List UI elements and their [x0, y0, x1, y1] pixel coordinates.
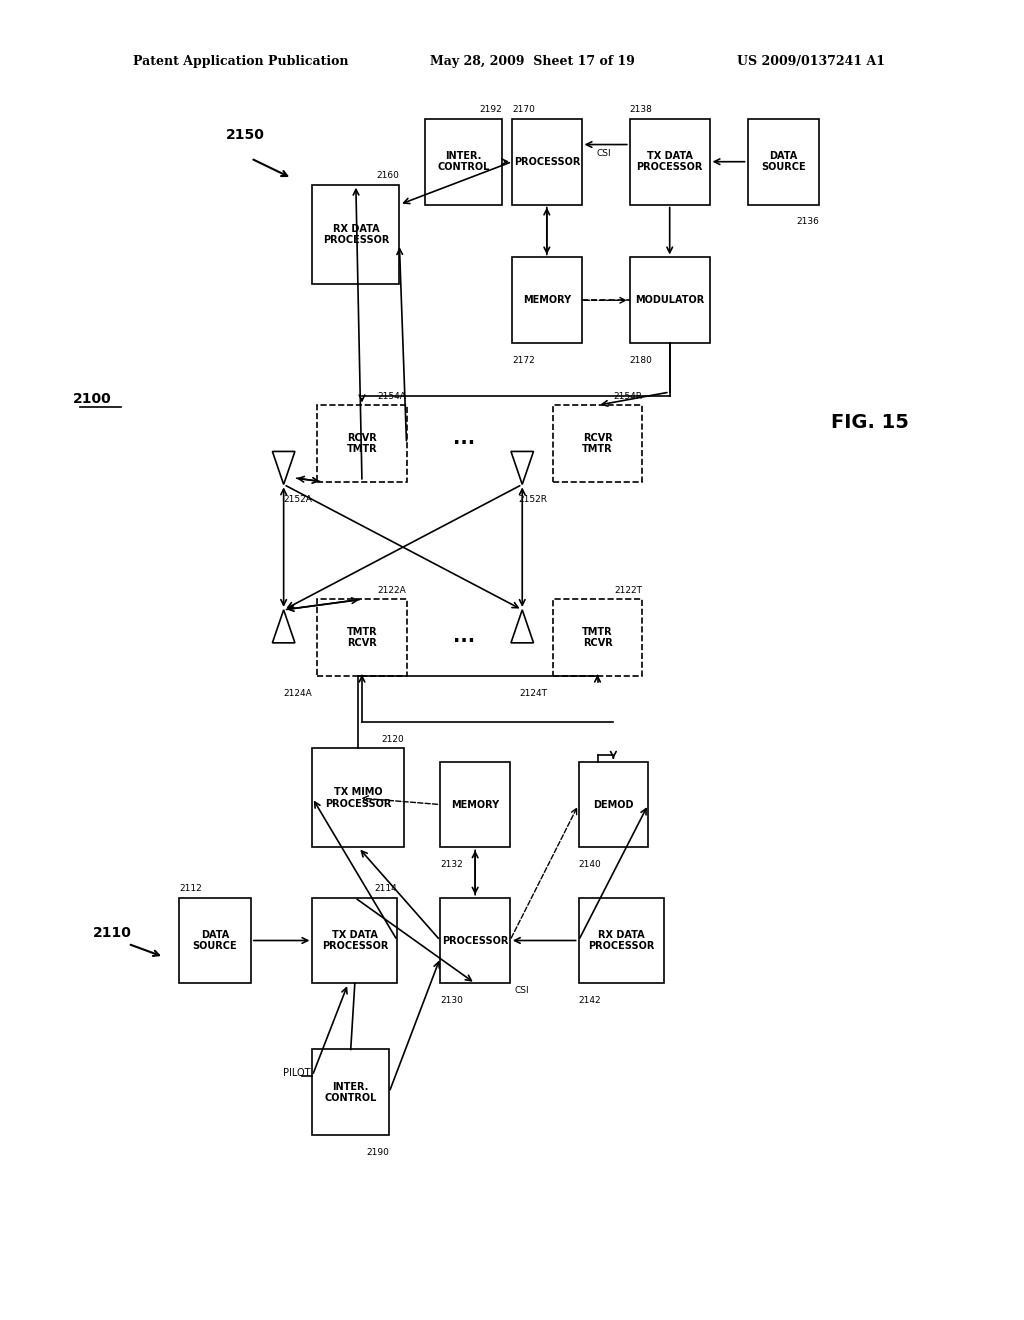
FancyBboxPatch shape [748, 119, 819, 205]
Text: 2152A: 2152A [284, 495, 312, 504]
Text: 2124A: 2124A [284, 689, 312, 698]
FancyBboxPatch shape [630, 257, 710, 343]
FancyBboxPatch shape [317, 599, 407, 676]
Text: TX MIMO
PROCESSOR: TX MIMO PROCESSOR [326, 787, 391, 809]
Text: 2112: 2112 [179, 884, 202, 894]
Text: TMTR
RCVR: TMTR RCVR [347, 627, 377, 648]
Text: TMTR
RCVR: TMTR RCVR [583, 627, 612, 648]
Polygon shape [272, 451, 295, 484]
FancyBboxPatch shape [312, 748, 404, 847]
Polygon shape [272, 610, 295, 643]
Text: 2154A: 2154A [378, 392, 407, 401]
Text: DATA
SOURCE: DATA SOURCE [193, 929, 238, 952]
Text: 2172: 2172 [512, 356, 535, 366]
Text: PROCESSOR: PROCESSOR [442, 936, 508, 945]
Text: RCVR
TMTR: RCVR TMTR [347, 433, 377, 454]
FancyBboxPatch shape [553, 405, 642, 482]
Text: MEMORY: MEMORY [452, 800, 499, 809]
Text: 2142: 2142 [579, 997, 601, 1006]
FancyBboxPatch shape [579, 898, 664, 983]
Text: MEMORY: MEMORY [523, 296, 570, 305]
Text: 2190: 2190 [367, 1148, 389, 1158]
Text: 2170: 2170 [512, 106, 535, 115]
Text: RX DATA
PROCESSOR: RX DATA PROCESSOR [588, 929, 654, 952]
Text: DEMOD: DEMOD [593, 800, 634, 809]
Text: 2114: 2114 [375, 884, 397, 894]
Text: Patent Application Publication: Patent Application Publication [133, 55, 348, 69]
FancyBboxPatch shape [512, 119, 582, 205]
Text: 2152R: 2152R [519, 495, 548, 504]
Text: 2124T: 2124T [520, 689, 548, 698]
Text: ...: ... [453, 627, 475, 645]
FancyBboxPatch shape [179, 898, 251, 983]
Text: CSI: CSI [515, 986, 529, 995]
FancyBboxPatch shape [579, 762, 648, 847]
Text: 2192: 2192 [479, 106, 502, 115]
FancyBboxPatch shape [312, 1049, 389, 1135]
Text: 2132: 2132 [440, 861, 463, 870]
Text: May 28, 2009  Sheet 17 of 19: May 28, 2009 Sheet 17 of 19 [430, 55, 635, 69]
Text: 2130: 2130 [440, 997, 463, 1006]
Text: PILOT: PILOT [284, 1068, 310, 1078]
Text: MODULATOR: MODULATOR [635, 296, 705, 305]
Text: ...: ... [453, 429, 475, 447]
Text: RCVR
TMTR: RCVR TMTR [583, 433, 612, 454]
Text: 2150: 2150 [226, 128, 265, 141]
FancyBboxPatch shape [440, 762, 510, 847]
Text: 2100: 2100 [73, 392, 112, 405]
Text: DATA
SOURCE: DATA SOURCE [761, 150, 806, 173]
Text: 2136: 2136 [797, 218, 819, 227]
Text: 2180: 2180 [630, 356, 652, 366]
Text: 2140: 2140 [579, 861, 601, 870]
Text: TX DATA
PROCESSOR: TX DATA PROCESSOR [322, 929, 388, 952]
Text: PROCESSOR: PROCESSOR [514, 157, 580, 166]
Polygon shape [511, 451, 534, 484]
FancyBboxPatch shape [440, 898, 510, 983]
Text: 2120: 2120 [382, 735, 404, 744]
FancyBboxPatch shape [312, 898, 397, 983]
Text: FIG. 15: FIG. 15 [831, 413, 909, 432]
Text: TX DATA
PROCESSOR: TX DATA PROCESSOR [637, 150, 702, 173]
FancyBboxPatch shape [425, 119, 502, 205]
FancyBboxPatch shape [553, 599, 642, 676]
Text: US 2009/0137241 A1: US 2009/0137241 A1 [737, 55, 886, 69]
FancyBboxPatch shape [512, 257, 582, 343]
FancyBboxPatch shape [312, 185, 399, 284]
Polygon shape [511, 610, 534, 643]
Text: 2110: 2110 [93, 927, 132, 940]
Text: 2122A: 2122A [378, 586, 407, 595]
Text: 2138: 2138 [630, 106, 652, 115]
FancyBboxPatch shape [317, 405, 407, 482]
Text: CSI: CSI [597, 149, 611, 158]
Text: INTER.
CONTROL: INTER. CONTROL [437, 150, 489, 173]
Text: INTER.
CONTROL: INTER. CONTROL [325, 1081, 377, 1104]
Text: 2154R: 2154R [613, 392, 642, 401]
Text: 2160: 2160 [377, 172, 399, 181]
Text: RX DATA
PROCESSOR: RX DATA PROCESSOR [323, 223, 389, 246]
Text: 2122T: 2122T [614, 586, 642, 595]
FancyBboxPatch shape [630, 119, 710, 205]
